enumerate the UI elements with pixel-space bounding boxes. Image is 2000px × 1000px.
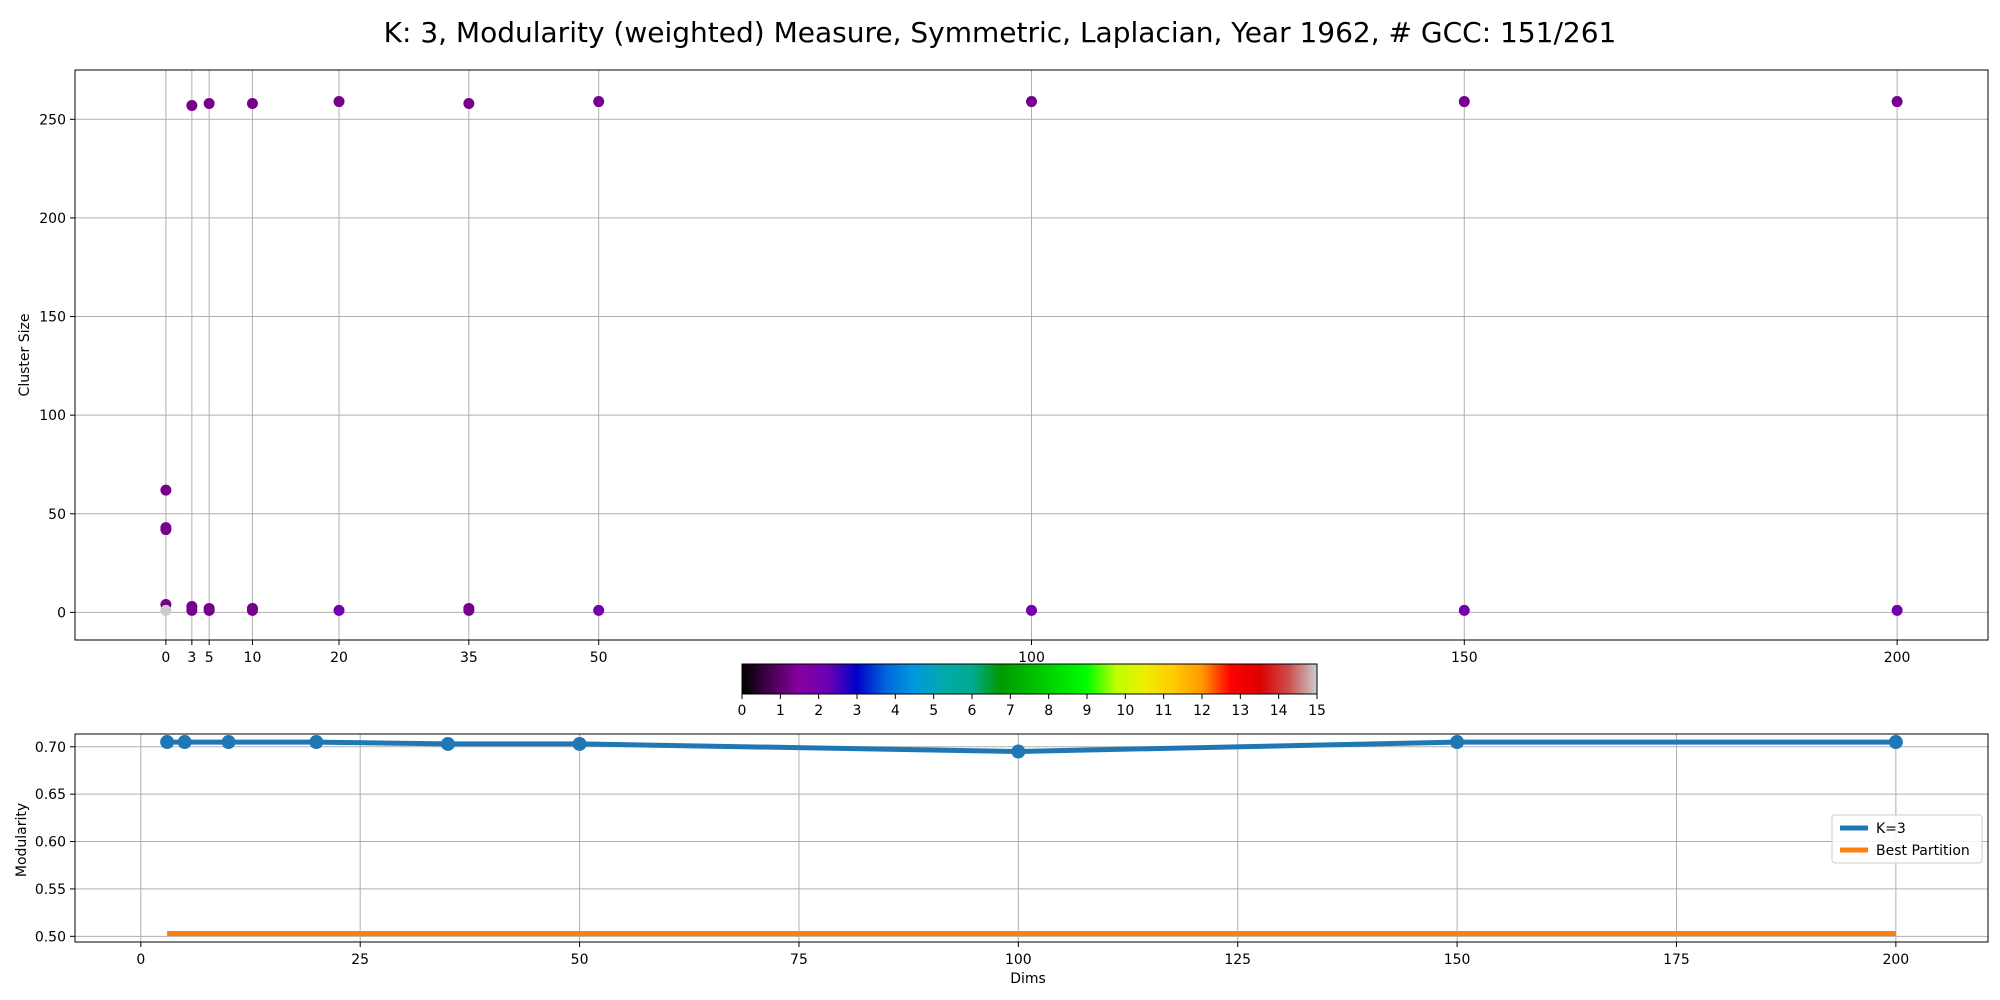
scatter-points [160, 96, 1903, 616]
scatter-point [160, 484, 172, 496]
line-x-tick-label: 25 [351, 952, 369, 968]
line-x-axis-label: Dims [1010, 971, 1046, 987]
scatter-y-tick-label: 0 [57, 605, 66, 621]
line-y-tick-label: 0.55 [35, 882, 66, 898]
colorbar-tick-label: 11 [1155, 703, 1173, 719]
line-x-tick-label: 0 [136, 952, 145, 968]
series-marker [1888, 735, 1903, 750]
scatter-y-ticks: 0 50 100 150 200 250 [39, 112, 75, 621]
scatter-point [463, 98, 475, 110]
colorbar-tick-label: 15 [1308, 703, 1326, 719]
scatter-x-tick-label: 35 [460, 650, 478, 666]
line-grid [75, 734, 1988, 942]
colorbar-tick-label: 13 [1231, 703, 1249, 719]
line-x-tick-label: 50 [571, 952, 589, 968]
colorbar-tick-label: 2 [814, 703, 823, 719]
colorbar-tick-label: 14 [1270, 703, 1288, 719]
colorbar-tick-label: 3 [853, 703, 862, 719]
scatter-x-tick-label: 10 [244, 650, 262, 666]
scatter-point [333, 604, 345, 616]
series-marker [572, 736, 587, 751]
colorbar-gradient [741, 663, 1318, 695]
colorbar-tick-label: 1 [776, 703, 785, 719]
scatter-point [593, 96, 605, 108]
colorbar-tick-label: 8 [1044, 703, 1053, 719]
scatter-y-tick-label: 50 [48, 507, 66, 523]
line-x-tick-label: 100 [1005, 952, 1032, 968]
line-plot-frame [74, 733, 1989, 943]
line-x-tick-label: 150 [1444, 952, 1471, 968]
legend-label: K=3 [1876, 821, 1906, 837]
scatter-point [593, 604, 605, 616]
scatter-point [203, 98, 215, 110]
scatter-y-tick-label: 200 [39, 211, 66, 227]
scatter-x-tick-label: 20 [330, 650, 348, 666]
line-x-ticks: 0 25 50 75 100 125 150 175 200 [136, 942, 1909, 968]
scatter-x-tick-label: 100 [1018, 650, 1045, 666]
scatter-point [333, 96, 345, 108]
series-marker [1011, 744, 1026, 759]
line-y-axis-label: Modularity [14, 803, 30, 877]
line-x-tick-label: 75 [790, 952, 808, 968]
scatter-point [160, 604, 172, 616]
colorbar-tick-label: 10 [1116, 703, 1134, 719]
scatter-y-tick-label: 100 [39, 408, 66, 424]
line-plot-background [75, 734, 1988, 942]
line-y-tick-label: 0.70 [35, 740, 66, 756]
scatter-x-tick-label: 50 [590, 650, 608, 666]
scatter-point [246, 98, 258, 110]
colorbar-tick-label: 12 [1193, 703, 1211, 719]
line-y-tick-label: 0.60 [35, 835, 66, 851]
colorbar-tick-label: 0 [738, 703, 747, 719]
series-marker [1450, 735, 1465, 750]
scatter-point [186, 604, 198, 616]
scatter-x-tick-label: 5 [205, 650, 214, 666]
scatter-x-tick-label: 0 [161, 650, 170, 666]
line-y-ticks: 0.50 0.55 0.60 0.65 0.70 [35, 740, 75, 945]
scatter-panel: 0 3 5 10 20 35 50 100 150 200 0 50 100 150 200 250 Clu… [17, 69, 1989, 666]
scatter-point [203, 604, 215, 616]
legend-label: Best Partition [1876, 843, 1970, 859]
scatter-point [1891, 96, 1903, 108]
scatter-point [186, 100, 198, 112]
series-marker [177, 735, 192, 750]
series-marker [221, 735, 236, 750]
scatter-point [1458, 604, 1470, 616]
scatter-x-tick-label: 200 [1884, 650, 1911, 666]
scatter-point [1458, 96, 1470, 108]
colorbar-tick-label: 4 [891, 703, 900, 719]
colorbar-ticks: 0 1 2 3 4 5 6 7 8 9 10 11 12 13 14 15 [738, 694, 1326, 719]
colorbar-tick-label: 9 [1083, 703, 1092, 719]
scatter-y-axis-label: Cluster Size [17, 314, 33, 397]
scatter-point [246, 604, 258, 616]
scatter-point [160, 524, 172, 536]
scatter-x-tick-label: 150 [1451, 650, 1478, 666]
scatter-point [1026, 96, 1037, 108]
line-panel: 0 25 50 75 100 125 150 175 200 0.500.550.600.650… [14, 733, 1989, 987]
colorbar-tick-label: 5 [929, 703, 938, 719]
line-x-tick-label: 125 [1224, 952, 1251, 968]
colorbar-tick-label: 7 [1006, 703, 1015, 719]
scatter-x-ticks: 0 3 5 10 20 35 50 100 150 200 [161, 640, 1910, 666]
line-legend: K=3 Best Partition [1831, 814, 1983, 864]
line-y-tick-label: 0.65 [35, 787, 66, 803]
chart-title: K: 3, Modularity (weighted) Measure, Sym… [384, 16, 1617, 49]
line-series [160, 735, 1903, 936]
scatter-point [1026, 604, 1037, 616]
line-y-tick-label: 0.50 [35, 929, 66, 945]
series-marker [160, 735, 175, 750]
series-marker [440, 736, 455, 751]
line-x-tick-label: 200 [1882, 952, 1909, 968]
scatter-y-tick-label: 250 [39, 112, 66, 128]
scatter-y-tick-label: 150 [39, 310, 66, 326]
scatter-point [463, 604, 475, 616]
colorbar-tick-label: 6 [968, 703, 977, 719]
scatter-point [1891, 604, 1903, 616]
legend-box [1831, 814, 1983, 864]
scatter-x-tick-label: 3 [187, 650, 196, 666]
line-x-tick-label: 175 [1663, 952, 1690, 968]
series-marker [309, 735, 324, 750]
colorbar: 0 1 2 3 4 5 6 7 8 9 10 11 12 13 14 15 [738, 663, 1326, 719]
